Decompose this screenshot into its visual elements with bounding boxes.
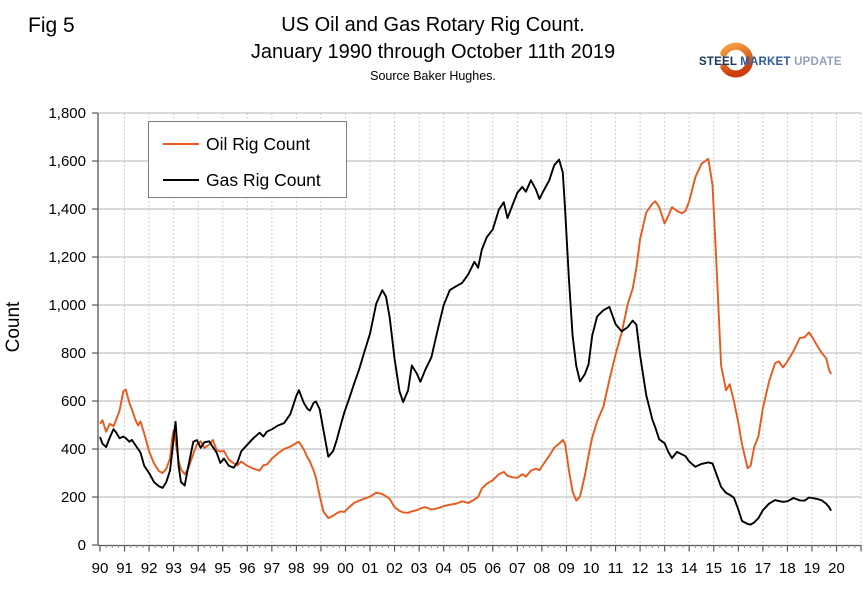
svg-text:01: 01 — [362, 560, 379, 577]
svg-text:00: 00 — [337, 560, 354, 577]
y-tick-labels: 0 200 400 600 800 1,000 1,200 1,400 1,600 1,800 — [48, 105, 86, 554]
oil-line-swatch — [163, 143, 199, 145]
svg-text:13: 13 — [656, 560, 673, 577]
gas-line-swatch — [163, 179, 199, 181]
chart-subtitle: January 1990 through October 11th 2019 — [250, 41, 616, 63]
svg-text:08: 08 — [534, 560, 551, 577]
oil-series-line — [99, 157, 832, 520]
svg-text:92: 92 — [141, 560, 158, 577]
logo-word-update: UPDATE — [794, 56, 842, 68]
svg-text:06: 06 — [484, 560, 501, 577]
figure-number-label: Fig 5 — [28, 14, 75, 37]
chart-source: Source Baker Hughes. — [370, 69, 496, 83]
svg-text:1,200: 1,200 — [48, 249, 86, 266]
legend-label-gas: Gas Rig Count — [206, 169, 321, 190]
svg-text:98: 98 — [288, 560, 305, 577]
svg-text:03: 03 — [411, 560, 428, 577]
x-axis-ticks — [99, 545, 862, 552]
legend-label-oil: Oil Rig Count — [206, 133, 311, 154]
svg-text:1,000: 1,000 — [48, 297, 86, 314]
svg-text:19: 19 — [804, 560, 821, 577]
svg-text:90: 90 — [92, 560, 109, 577]
svg-text:400: 400 — [61, 441, 86, 458]
legend-item-gas: Gas Rig Count — [149, 168, 346, 192]
svg-text:1,800: 1,800 — [48, 105, 86, 122]
svg-text:99: 99 — [313, 560, 330, 577]
chart-title: US Oil and Gas Rotary Rig Count. — [281, 14, 585, 36]
svg-text:14: 14 — [681, 560, 698, 577]
svg-text:200: 200 — [61, 489, 86, 506]
svg-text:94: 94 — [190, 560, 207, 577]
svg-text:11: 11 — [608, 560, 624, 577]
svg-text:93: 93 — [165, 560, 182, 577]
gas-series-line — [99, 158, 832, 526]
svg-text:15: 15 — [705, 560, 722, 577]
axes — [97, 113, 862, 547]
svg-text:800: 800 — [61, 345, 86, 362]
svg-text:0: 0 — [78, 537, 86, 554]
svg-text:04: 04 — [435, 560, 452, 577]
svg-text:91: 91 — [116, 560, 133, 577]
svg-text:16: 16 — [730, 560, 747, 577]
logo-wordmark: STEEL MARKET UPDATE — [699, 56, 854, 68]
svg-text:96: 96 — [239, 560, 256, 577]
svg-text:1,600: 1,600 — [48, 153, 86, 170]
svg-text:95: 95 — [214, 560, 231, 577]
chart-legend: Oil Rig Count Gas Rig Count — [148, 121, 347, 198]
svg-text:07: 07 — [509, 560, 526, 577]
svg-text:09: 09 — [558, 560, 575, 577]
svg-text:02: 02 — [386, 560, 403, 577]
legend-item-oil: Oil Rig Count — [149, 132, 346, 156]
svg-text:1,400: 1,400 — [48, 201, 86, 218]
x-tick-labels: 90 91 92 93 94 95 96 97 98 99 00 01 02 03 04 05 06 07 08 09… — [92, 560, 845, 577]
logo-swoosh-icon — [720, 42, 754, 78]
svg-text:18: 18 — [779, 560, 796, 577]
steel-market-update-logo: STEEL MARKET UPDATE — [699, 40, 854, 84]
svg-text:12: 12 — [632, 560, 649, 577]
logo-word-steel: STEEL — [699, 56, 737, 68]
svg-text:10: 10 — [583, 560, 600, 577]
svg-text:20: 20 — [828, 560, 845, 577]
svg-text:600: 600 — [61, 393, 86, 410]
logo-word-market: MARKET — [740, 56, 791, 68]
svg-text:17: 17 — [755, 560, 772, 577]
svg-text:05: 05 — [460, 560, 477, 577]
chart-title-block: US Oil and Gas Rotary Rig Count. January… — [40, 12, 826, 84]
y-axis-ticks — [92, 112, 98, 546]
svg-text:97: 97 — [264, 560, 281, 577]
